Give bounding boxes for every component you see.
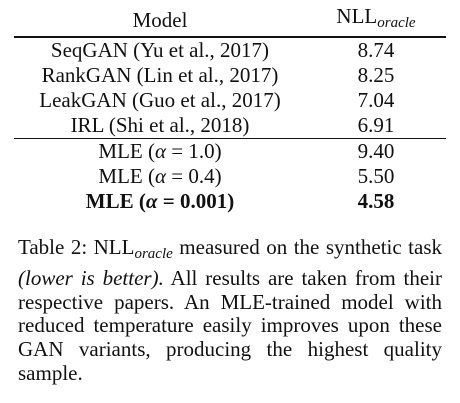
nll-cell: 5.50 bbox=[357, 164, 395, 188]
table-row: IRL (Shi et al., 2018) 6.91 bbox=[14, 113, 446, 139]
alpha-symbol: α bbox=[154, 139, 166, 163]
header-model: Model bbox=[132, 7, 188, 32]
equals-sign: = bbox=[166, 139, 189, 163]
mle-prefix: MLE ( bbox=[98, 164, 155, 188]
alpha-value: 0.4 bbox=[188, 164, 215, 188]
table-row: MLE (α = 0.4) 5.50 bbox=[14, 164, 446, 189]
table-row: SeqGAN (Yu et al., 2017) 8.74 bbox=[14, 36, 446, 63]
nll-cell: 4.58 bbox=[357, 189, 395, 213]
mle-prefix: MLE ( bbox=[98, 139, 155, 163]
model-cell: SeqGAN (Yu et al., 2017) bbox=[14, 36, 306, 63]
nll-cell: 8.74 bbox=[306, 36, 446, 63]
alpha-value: 1.0 bbox=[188, 139, 215, 163]
mle-suffix: ) bbox=[214, 164, 222, 188]
table-row: MLE (α = 1.0) 9.40 bbox=[14, 138, 446, 164]
mle-prefix: MLE ( bbox=[85, 189, 146, 213]
caption-text-2: All results are taken from their respect… bbox=[18, 265, 443, 385]
results-table: Model NLLoracle SeqGAN (Yu et al., 2017)… bbox=[14, 4, 446, 214]
results-table-container: Model NLLoracle SeqGAN (Yu et al., 2017)… bbox=[14, 4, 446, 214]
caption-label: Table 2: NLL bbox=[18, 235, 135, 259]
model-cell: RankGAN (Lin et al., 2017) bbox=[41, 63, 279, 87]
mle-suffix: ) bbox=[214, 139, 222, 163]
table-row-best: MLE (α = 0.001) 4.58 bbox=[14, 189, 446, 214]
alpha-value: 0.001 bbox=[179, 189, 228, 213]
model-cell: MLE (α = 0.4) bbox=[14, 164, 306, 189]
header-nll: NLLoracle bbox=[306, 4, 446, 37]
model-cell: LeakGAN (Guo et al., 2017) bbox=[39, 88, 281, 112]
header-nll-subscript: oracle bbox=[377, 15, 416, 31]
model-cell: MLE (α = 1.0) bbox=[14, 138, 306, 164]
table-row: RankGAN (Lin et al., 2017) 8.25 bbox=[14, 63, 446, 88]
caption-italic-text: (lower is better). bbox=[18, 265, 164, 290]
table-header-row: Model NLLoracle bbox=[14, 4, 446, 37]
model-cell: IRL (Shi et al., 2018) bbox=[70, 113, 250, 137]
nll-cell: 8.25 bbox=[357, 63, 395, 87]
table-row: LeakGAN (Guo et al., 2017) 7.04 bbox=[14, 88, 446, 113]
mle-suffix: ) bbox=[227, 189, 235, 213]
equals-sign: = bbox=[157, 189, 180, 213]
model-cell: MLE (α = 0.001) bbox=[14, 189, 306, 214]
nll-cell: 6.91 bbox=[357, 113, 395, 137]
header-nll-base: NLL bbox=[336, 4, 378, 28]
caption-text-1: measured on the synthetic task bbox=[172, 235, 442, 259]
nll-cell: 9.40 bbox=[306, 138, 446, 164]
equals-sign: = bbox=[166, 164, 189, 188]
alpha-symbol: α bbox=[145, 189, 158, 213]
nll-cell: 7.04 bbox=[357, 88, 395, 112]
table-caption: Table 2: NLLoracle measured on the synth… bbox=[18, 235, 443, 386]
caption-label-subscript: oracle bbox=[134, 246, 173, 262]
alpha-symbol: α bbox=[154, 164, 166, 188]
